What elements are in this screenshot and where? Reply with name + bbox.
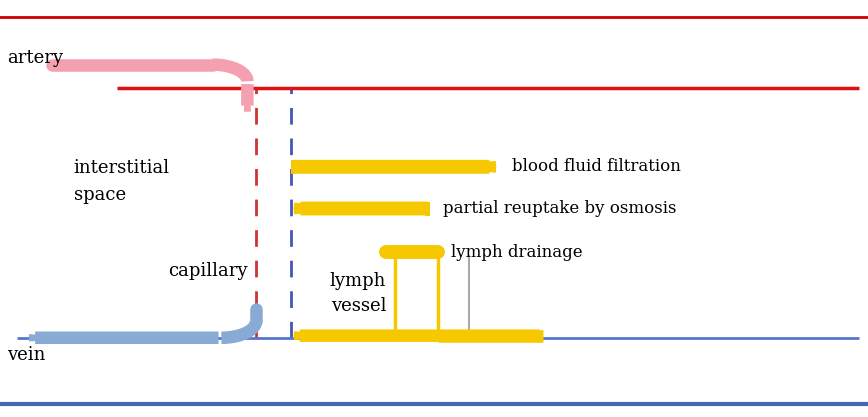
Text: lymph drainage: lymph drainage [451, 244, 583, 261]
Text: partial reuptake by osmosis: partial reuptake by osmosis [443, 200, 676, 217]
Text: capillary: capillary [168, 262, 247, 280]
Text: lymph
vessel: lymph vessel [330, 272, 386, 316]
Text: blood fluid filtration: blood fluid filtration [512, 158, 681, 175]
Text: vein: vein [7, 346, 45, 364]
Text: interstitial
space: interstitial space [74, 159, 170, 203]
Text: artery: artery [7, 49, 63, 67]
